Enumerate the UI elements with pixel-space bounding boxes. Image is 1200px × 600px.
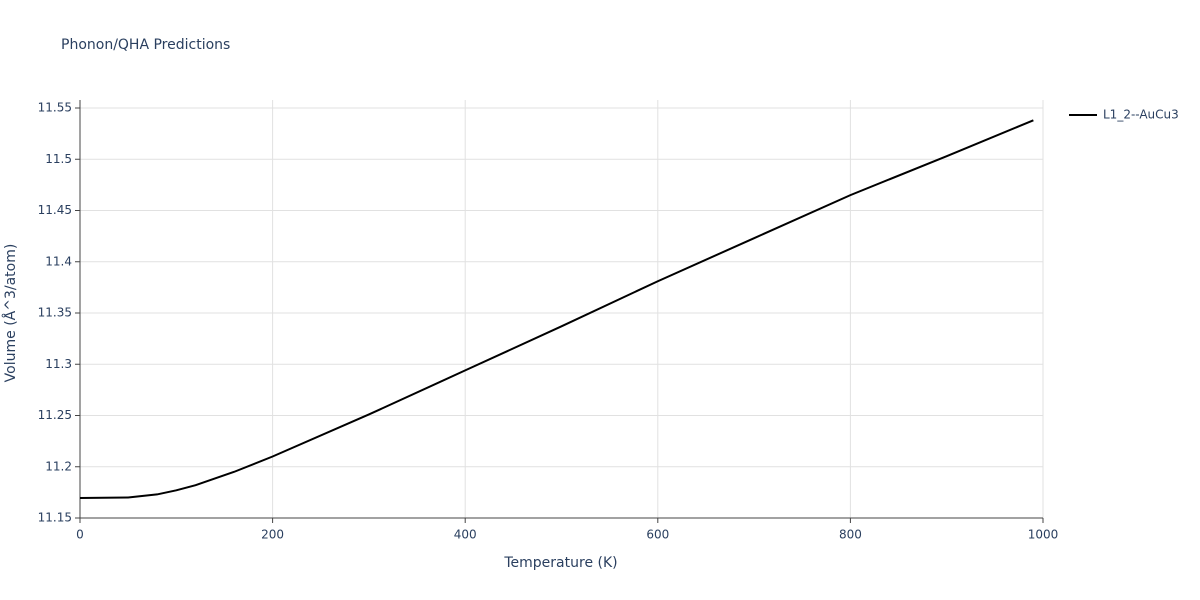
y-tick-label: 11.25	[38, 408, 72, 422]
legend-label: L1_2--AuCu3	[1103, 108, 1179, 122]
x-tick-label: 400	[454, 528, 477, 542]
y-tick-label: 11.35	[38, 306, 72, 320]
y-axis-title: Volume (Å^3/atom)	[2, 244, 19, 383]
y-tick-label: 11.45	[38, 203, 72, 217]
x-tick-label: 600	[646, 528, 669, 542]
x-axis-title: Temperature (K)	[503, 555, 617, 571]
x-tick-label: 800	[839, 528, 862, 542]
x-tick-label: 200	[261, 528, 284, 542]
x-tick-label: 0	[76, 528, 84, 542]
data-line	[79, 119, 1034, 500]
y-tick-label: 11.5	[45, 152, 72, 166]
y-tick-label: 11.3	[45, 357, 72, 371]
y-tick-label: 11.55	[38, 101, 72, 115]
y-tick-label: 11.2	[45, 459, 72, 473]
x-tick-label: 1000	[1028, 528, 1059, 542]
y-tick-label: 11.4	[45, 254, 72, 268]
chart-title: Phonon/QHA Predictions	[61, 37, 230, 53]
y-tick-label: 11.15	[38, 511, 72, 525]
